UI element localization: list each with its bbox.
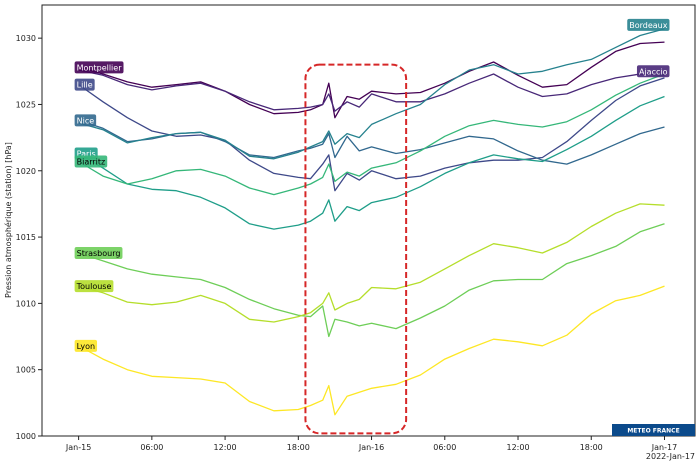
station-label-montpellier: Montpellier <box>74 61 124 74</box>
svg-text:Paris: Paris <box>77 150 96 159</box>
y-tick-label: 1015 <box>16 233 36 242</box>
series-line-nice <box>78 119 665 165</box>
x-tick-label: 18:00 <box>580 443 603 452</box>
x-tick-label: 12:00 <box>506 443 529 452</box>
y-tick-label: 1020 <box>16 167 36 176</box>
svg-text:Strasbourg: Strasbourg <box>77 249 121 258</box>
y-tick-label: 1010 <box>16 299 36 308</box>
series-line-bordeaux <box>78 28 665 160</box>
series-line-toulouse <box>78 203 665 323</box>
x-tick-label: Jan-15 <box>65 443 91 452</box>
y-tick-label: 1025 <box>16 100 36 109</box>
x-tick-label: Jan-16 <box>358 443 384 452</box>
svg-text:Ajaccio: Ajaccio <box>639 67 668 76</box>
y-axis-label: Pression atmosphérique (station) [hPa] <box>3 142 13 298</box>
station-label-ajaccio: Ajaccio <box>636 65 670 78</box>
y-tick-label: 1005 <box>16 366 36 375</box>
y-tick-label: 1000 <box>16 432 36 441</box>
svg-text:Nice: Nice <box>77 116 95 125</box>
x-tick-label: 12:00 <box>214 443 237 452</box>
y-tick-label: 1030 <box>16 34 36 43</box>
x-offset-label: 2022-Jan-17 <box>646 452 695 461</box>
series-line-paris <box>78 95 665 230</box>
plot-frame <box>41 4 696 437</box>
x-tick-label: 18:00 <box>287 443 310 452</box>
station-label-toulouse: Toulouse <box>74 280 114 293</box>
series-line-strasbourg <box>78 223 665 338</box>
svg-text:Biarritz: Biarritz <box>77 157 106 166</box>
series-line-montpellier <box>78 41 665 119</box>
meteo-france-logo: METEO FRANCE <box>612 424 695 436</box>
x-tick-label: Jan-17 <box>651 443 677 452</box>
y-axis: 1000 1005 1010 1015 1020 1025 1030 <box>16 34 42 441</box>
station-label-nice: Nice <box>74 114 97 127</box>
station-labels: Montpellier Ajaccio Lille Nice Bordeaux Paris… <box>74 18 670 352</box>
x-tick-label: 06:00 <box>433 443 456 452</box>
series-line-biarritz <box>78 73 665 196</box>
svg-text:METEO FRANCE: METEO FRANCE <box>627 428 679 435</box>
station-label-strasbourg: Strasbourg <box>74 246 123 259</box>
station-label-bordeaux: Bordeaux <box>627 18 670 31</box>
x-tick-label: 06:00 <box>140 443 163 452</box>
station-label-lille: Lille <box>74 78 95 91</box>
svg-text:Lyon: Lyon <box>77 342 95 351</box>
svg-text:Montpellier: Montpellier <box>77 63 123 72</box>
chart-marks <box>78 28 665 435</box>
svg-text:Lille: Lille <box>77 81 93 90</box>
series-line-lille <box>78 77 665 192</box>
svg-text:Toulouse: Toulouse <box>76 282 112 291</box>
storm-highlight-box <box>304 63 408 435</box>
svg-text:Bordeaux: Bordeaux <box>629 21 668 30</box>
series-line-ajaccio <box>78 69 665 112</box>
series-line-lyon <box>78 285 665 416</box>
x-axis: Jan-15 06:00 12:00 18:00 Jan-16 06:00 12:00 18:… <box>65 436 677 452</box>
station-label-lyon: Lyon <box>74 339 98 352</box>
station-label-biarritz: Biarritz <box>74 155 108 168</box>
